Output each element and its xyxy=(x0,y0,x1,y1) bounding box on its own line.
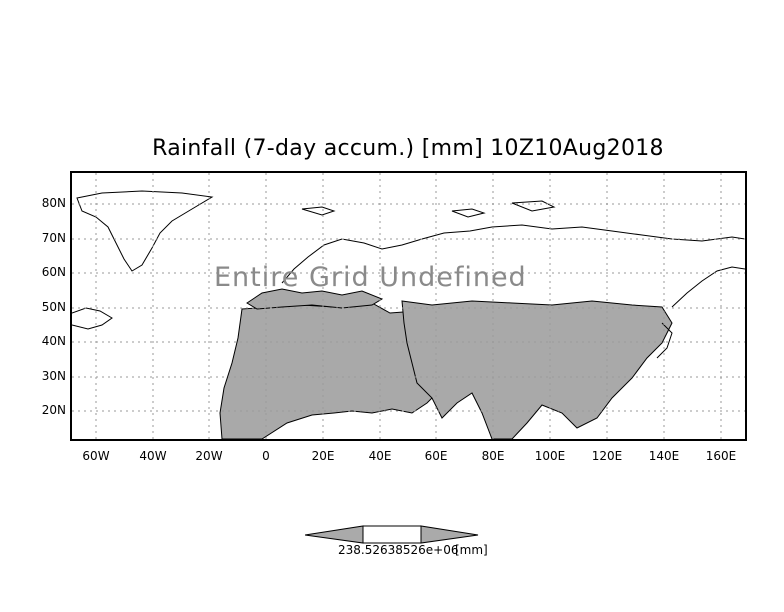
x-label-40w: 40W xyxy=(139,449,167,463)
y-label-80n: 80N xyxy=(41,196,66,210)
asia-shade xyxy=(401,300,673,439)
colorbar-middle xyxy=(362,525,422,544)
kamchatka-coast xyxy=(671,266,745,308)
y-label-50n: 50N xyxy=(41,300,66,314)
coastlines xyxy=(72,190,745,359)
x-label-60w: 60W xyxy=(82,449,110,463)
y-label-30n: 30N xyxy=(41,369,66,383)
x-label-80e: 80E xyxy=(481,449,505,463)
map-title: Rainfall (7-day accum.) [mm] 10Z10Aug201… xyxy=(152,136,664,161)
x-label-60e: 60E xyxy=(424,449,448,463)
canada-coast xyxy=(72,307,113,330)
colorbar xyxy=(305,525,479,544)
colorbar-left-arrow xyxy=(305,525,364,544)
x-label-20e: 20E xyxy=(311,449,335,463)
colorbar-right-arrow xyxy=(420,525,479,544)
colorbar-value-label: 238.52638526e+06 xyxy=(338,543,459,557)
scandinavia-russia-coast xyxy=(281,224,745,284)
greenland-coast xyxy=(76,190,214,272)
x-label-20w: 20W xyxy=(195,449,223,463)
islands-arctic xyxy=(301,200,556,218)
y-label-40n: 40N xyxy=(41,334,66,348)
x-label-120e: 120E xyxy=(591,449,623,463)
y-label-70n: 70N xyxy=(41,231,66,245)
y-label-20n: 20N xyxy=(41,403,66,417)
shaded-land xyxy=(219,288,673,439)
graticule xyxy=(72,173,745,439)
map-canvas xyxy=(72,173,745,439)
europe-shade xyxy=(246,288,384,310)
colorbar-unit-label: [mm] xyxy=(455,543,488,557)
x-label-0: 0 xyxy=(262,449,270,463)
map-panel xyxy=(70,171,747,441)
japan-coast xyxy=(656,322,673,359)
undefined-grid-notice: Entire Grid Undefined xyxy=(214,262,527,293)
x-label-40e: 40E xyxy=(368,449,392,463)
x-label-100e: 100E xyxy=(534,449,566,463)
x-label-160e: 160E xyxy=(705,449,737,463)
y-label-60n: 60N xyxy=(41,265,66,279)
x-label-140e: 140E xyxy=(648,449,680,463)
